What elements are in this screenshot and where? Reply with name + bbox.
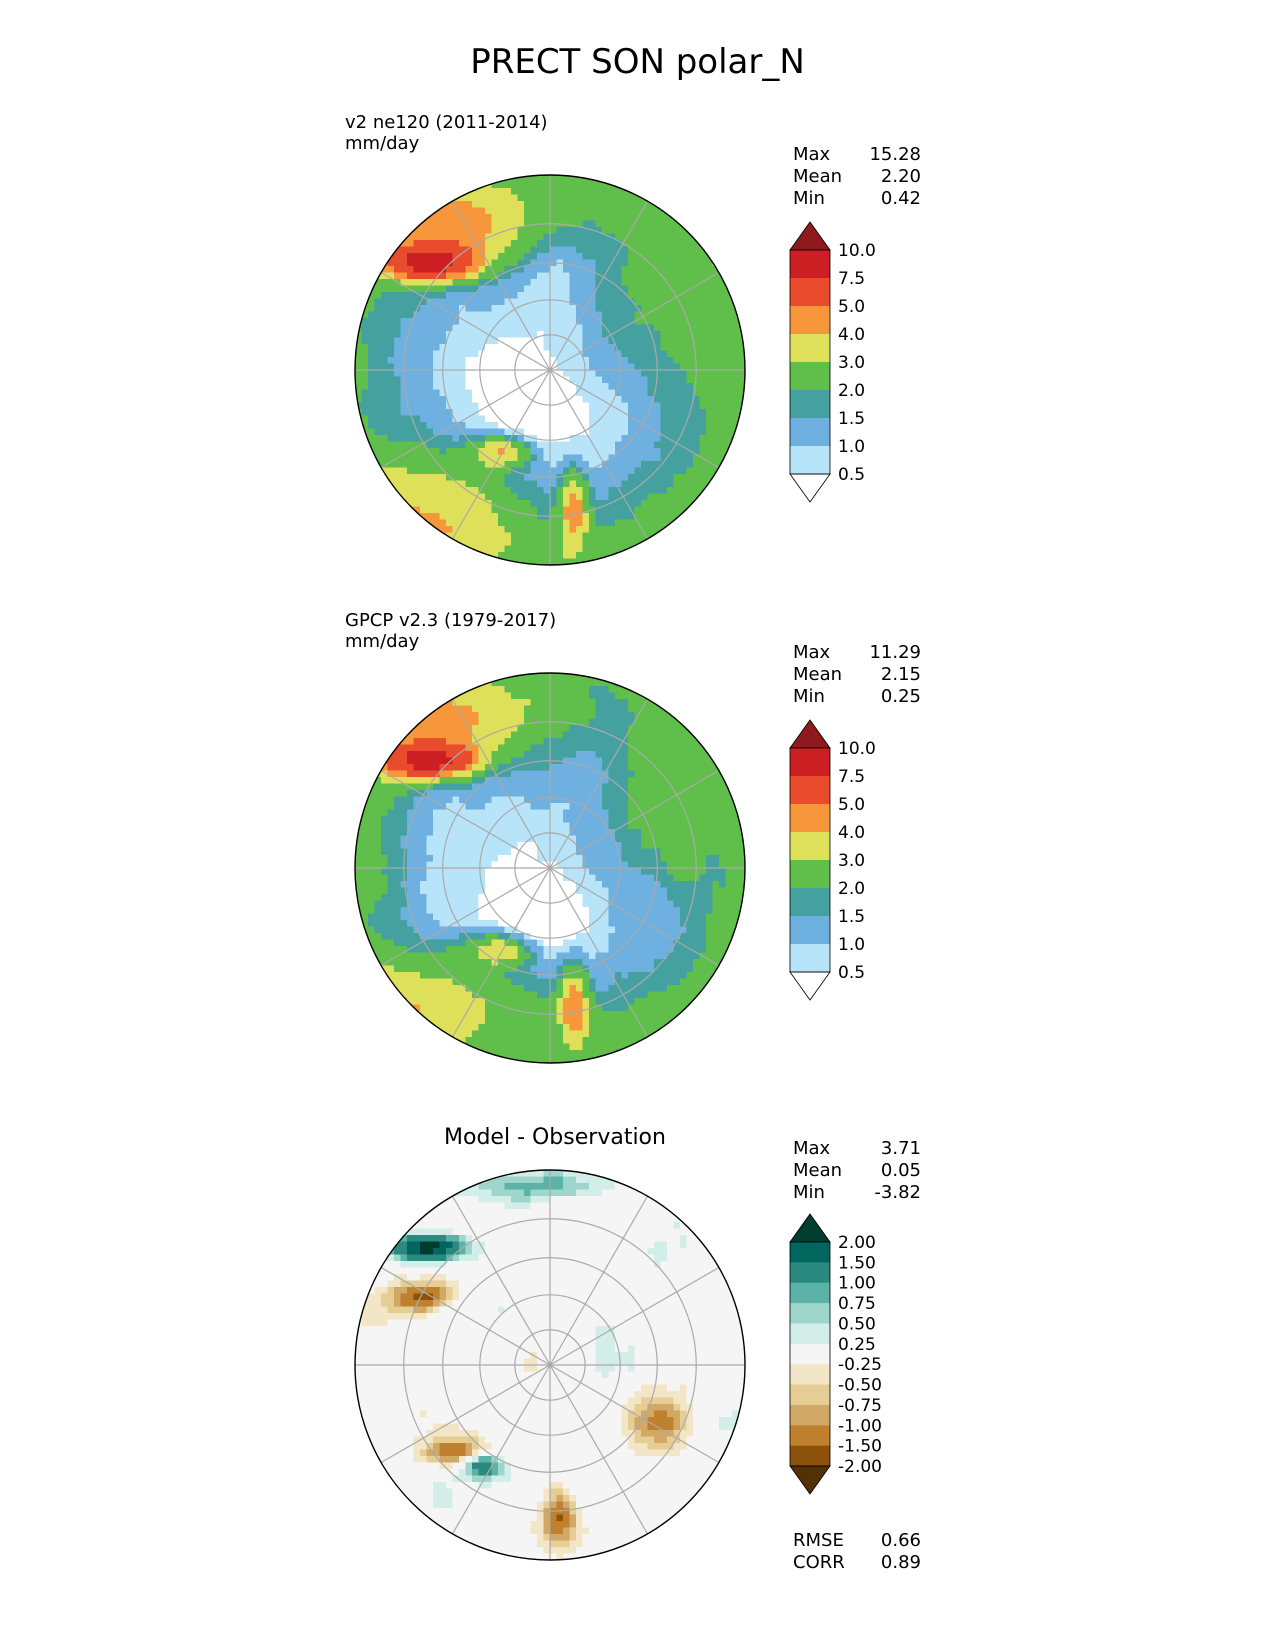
panel3-title: Model - Observation (444, 1125, 666, 1150)
panel1-colorbar-band (790, 446, 830, 475)
panel2-title: GPCP v2.3 (1979-2017) mm/day (345, 610, 556, 652)
panel2-colorbar-tick-label: 2.0 (838, 879, 865, 899)
panel2-colorbar-band (790, 804, 830, 833)
panel1-colorbar-extend-min (789, 473, 831, 503)
panel2-colorbar-extend-max (789, 719, 831, 749)
panel2-colorbar-tick-label: 7.5 (838, 767, 865, 787)
panel1-colorbar-band (790, 390, 830, 419)
panel1-colorbar-band (790, 250, 830, 279)
panel2-colorbar-tick-label: 5.0 (838, 795, 865, 815)
panel1-colorbar-tick-label: 2.0 (838, 381, 865, 401)
panel2-colorbar-tick-label: 3.0 (838, 851, 865, 871)
panel2-colorbar-tick-label: 10.0 (838, 739, 876, 759)
panel3-metric-corr: CORR 0.89 (793, 1552, 921, 1573)
panel2-stat-min: Min 0.25 (793, 686, 921, 707)
panel1-stats: Max 15.28 Mean 2.20 Min 0.42 (793, 144, 921, 210)
panel2-colorbar-band (790, 748, 830, 777)
figure-title: PRECT SON polar_N (470, 42, 805, 82)
panel1-stat-max: Max 15.28 (793, 144, 921, 165)
panel3-colorbar-band (790, 1343, 830, 1365)
panel3-colorbar-tick-label: -1.50 (838, 1437, 882, 1457)
panel3-colorbar-tick-label: -0.75 (838, 1396, 882, 1416)
panel1-colorbar-tick-label: 0.5 (838, 465, 865, 485)
panel3-colorbar-tick-label: -1.00 (838, 1416, 882, 1436)
panel3-map-boundary (354, 1169, 746, 1561)
panel1-polar-map (354, 174, 746, 566)
panel3-metrics: RMSE 0.66 CORR 0.89 (793, 1530, 921, 1574)
panel1-colorbar-tick-label: 7.5 (838, 269, 865, 289)
panel2-stats: Max 11.29 Mean 2.15 Min 0.25 (793, 642, 921, 708)
panel2-colorbar-band (790, 916, 830, 945)
panel1-colorbar-tick-label: 1.5 (838, 409, 865, 429)
panel3-colorbar-tick-label: -0.50 (838, 1376, 882, 1396)
panel3-stats: Max 3.71 Mean 0.05 Min -3.82 (793, 1138, 921, 1204)
panel3-colorbar-band (790, 1282, 830, 1304)
panel1-colorbar-tick-label: 4.0 (838, 325, 865, 345)
panel3-colorbar-tick-label: 2.00 (838, 1233, 876, 1253)
panel2-colorbar-band (790, 776, 830, 805)
panel2-title-line2: mm/day (345, 631, 420, 652)
panel1-colorbar-band (790, 362, 830, 391)
panel3-colorbar-extend-min (789, 1465, 831, 1495)
panel3-colorbar-tick-label: 0.75 (838, 1294, 876, 1314)
panel3-colorbar-band (790, 1364, 830, 1386)
panel3-colorbar: 2.001.501.000.750.500.25-0.25-0.50-0.75-… (789, 1213, 882, 1495)
panel3-colorbar-tick-label: -2.00 (838, 1457, 882, 1477)
panel3-colorbar-band (790, 1303, 830, 1324)
panel3-colorbar-extend-max (789, 1213, 831, 1243)
panel2-stat-max: Max 11.29 (793, 642, 921, 663)
panel2-colorbar-tick-label: 4.0 (838, 823, 865, 843)
panel3-colorbar-band (790, 1404, 830, 1426)
panel1-stat-min: Min 0.42 (793, 188, 921, 209)
panel1-title-line2: mm/day (345, 133, 420, 154)
panel1-colorbar-tick-label: 5.0 (838, 297, 865, 317)
panel1-colorbar-band (790, 278, 830, 307)
panel1-colorbar-tick-label: 3.0 (838, 353, 865, 373)
panel1-map-boundary (354, 174, 746, 566)
panel2-colorbar-extend-min (789, 971, 831, 1001)
panel1-colorbar: 10.0 7.5 5.0 4.0 3.0 2.0 1.5 1.0 0.5 (789, 221, 876, 503)
panel1-title-line1: v2 ne120 (2011-2014) (345, 112, 548, 133)
panel2-stat-mean: Mean 2.15 (793, 664, 921, 685)
panel1-colorbar-extend-max (789, 221, 831, 251)
panel2-title-line1: GPCP v2.3 (1979-2017) (345, 610, 557, 631)
panel3-stat-mean: Mean 0.05 (793, 1160, 921, 1181)
panel3-stat-min: Min -3.82 (793, 1182, 921, 1203)
panel3-colorbar-tick-label: 1.50 (838, 1253, 876, 1273)
panel1-colorbar-band (790, 334, 830, 363)
panel3-colorbar-tick-label: 0.25 (838, 1335, 876, 1355)
panel3-colorbar-band (790, 1425, 830, 1447)
panel1-colorbar-tick-label: 1.0 (838, 437, 865, 457)
panel2-colorbar-band (790, 888, 830, 917)
panel1-colorbar-band (790, 418, 830, 447)
panel3-colorbar-band (790, 1445, 830, 1467)
panel3-colorbar-tick-label: -0.25 (838, 1355, 882, 1375)
panel2-colorbar-band (790, 860, 830, 889)
panel1-colorbar-band (790, 306, 830, 335)
panel3-colorbar-tick-label: 0.50 (838, 1314, 876, 1334)
panel1-title: v2 ne120 (2011-2014) mm/day (345, 112, 548, 154)
panel2-colorbar-tick-label: 0.5 (838, 963, 865, 983)
panel2-colorbar-tick-label: 1.5 (838, 907, 865, 927)
panel2-colorbar-band (790, 832, 830, 861)
panel3-colorbar-band (790, 1384, 830, 1406)
panel2-colorbar: 10.0 7.5 5.0 4.0 3.0 2.0 1.5 1.0 0.5 (789, 719, 876, 1001)
panel2-colorbar-band (790, 944, 830, 973)
panel2-colorbar-tick-label: 1.0 (838, 935, 865, 955)
panel2-map-boundary (354, 672, 746, 1064)
panel2-polar-map (354, 672, 746, 1064)
panel3-colorbar-band (790, 1242, 830, 1263)
panel3-colorbar-band (790, 1323, 830, 1345)
panel1-colorbar-tick-label: 10.0 (838, 241, 876, 261)
panel3-polar-map (354, 1169, 746, 1561)
panel3-stat-max: Max 3.71 (793, 1138, 921, 1159)
panel1-stat-mean: Mean 2.20 (793, 166, 921, 187)
panel3-colorbar-tick-label: 1.00 (838, 1274, 876, 1294)
panel3-metric-rmse: RMSE 0.66 (793, 1530, 921, 1551)
panel3-colorbar-band (790, 1262, 830, 1284)
